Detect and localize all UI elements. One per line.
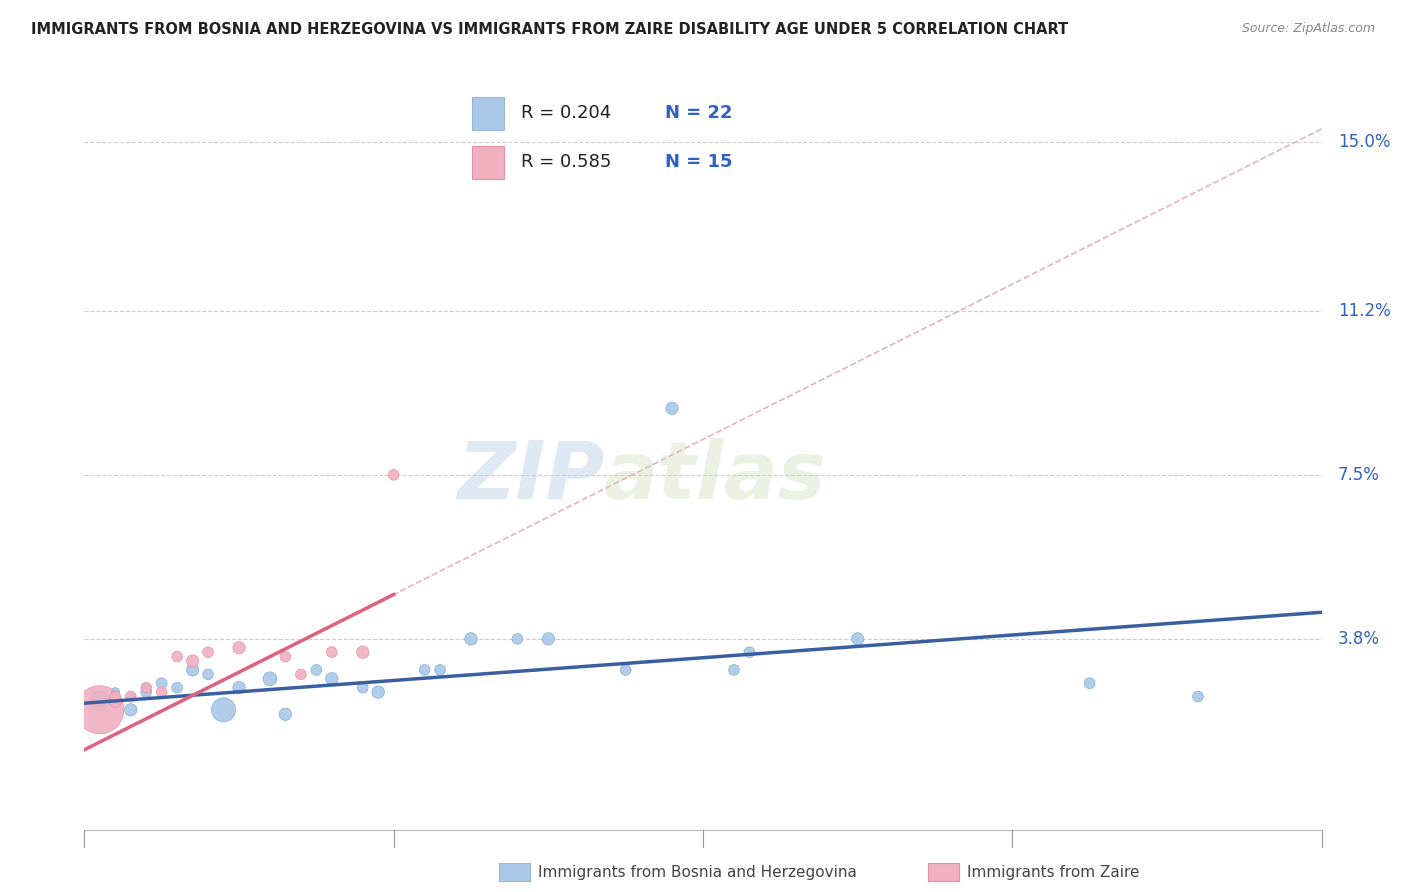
Text: Immigrants from Zaire: Immigrants from Zaire	[967, 865, 1140, 880]
Point	[135, 685, 157, 699]
Point	[228, 681, 250, 695]
Point	[352, 645, 374, 659]
Point	[738, 645, 761, 659]
Point	[228, 640, 250, 655]
Point	[212, 703, 235, 717]
Point	[846, 632, 869, 646]
Point	[197, 645, 219, 659]
Point	[382, 467, 405, 482]
Point	[135, 681, 157, 695]
Point	[305, 663, 328, 677]
Text: Immigrants from Bosnia and Herzegovina: Immigrants from Bosnia and Herzegovina	[538, 865, 858, 880]
Point	[181, 663, 204, 677]
Point	[290, 667, 312, 681]
Point	[120, 690, 142, 704]
Point	[104, 694, 127, 708]
Point	[181, 654, 204, 668]
Text: Source: ZipAtlas.com: Source: ZipAtlas.com	[1241, 22, 1375, 36]
Point	[89, 690, 111, 704]
Point	[259, 672, 281, 686]
Point	[413, 663, 436, 677]
Point	[89, 703, 111, 717]
Point	[723, 663, 745, 677]
Point	[104, 685, 127, 699]
Point	[537, 632, 560, 646]
Point	[460, 632, 482, 646]
Point	[166, 681, 188, 695]
Point	[506, 632, 529, 646]
Point	[367, 685, 389, 699]
Point	[166, 649, 188, 664]
Point	[429, 663, 451, 677]
Point	[321, 645, 343, 659]
Text: 3.8%: 3.8%	[1337, 630, 1379, 648]
Point	[1187, 690, 1209, 704]
Text: 7.5%: 7.5%	[1337, 466, 1379, 483]
Point	[321, 672, 343, 686]
Point	[135, 681, 157, 695]
Point	[1078, 676, 1101, 690]
Point	[104, 690, 127, 704]
Point	[120, 703, 142, 717]
Point	[274, 649, 297, 664]
Point	[89, 694, 111, 708]
Text: atlas: atlas	[605, 438, 827, 516]
Text: IMMIGRANTS FROM BOSNIA AND HERZEGOVINA VS IMMIGRANTS FROM ZAIRE DISABILITY AGE U: IMMIGRANTS FROM BOSNIA AND HERZEGOVINA V…	[31, 22, 1069, 37]
Point	[352, 681, 374, 695]
Point	[661, 401, 683, 416]
Point	[120, 690, 142, 704]
Point	[150, 676, 173, 690]
Text: 11.2%: 11.2%	[1337, 301, 1391, 319]
Point	[614, 663, 637, 677]
Point	[104, 694, 127, 708]
Point	[150, 685, 173, 699]
Point	[274, 707, 297, 722]
Text: ZIP: ZIP	[457, 438, 605, 516]
Point	[197, 667, 219, 681]
Text: 15.0%: 15.0%	[1337, 133, 1391, 152]
